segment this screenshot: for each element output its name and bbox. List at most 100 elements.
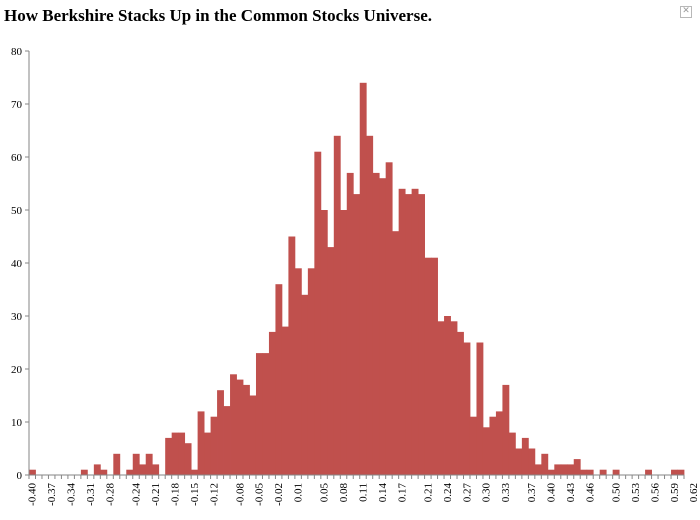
histogram-bar <box>191 469 199 475</box>
histogram-bar <box>502 384 510 475</box>
histogram-bar <box>243 384 250 475</box>
x-tick-label: -0.31 <box>85 483 97 506</box>
x-tick-label: -0.37 <box>46 483 58 506</box>
chart-title: How Berkshire Stacks Up in the Common St… <box>4 6 433 25</box>
close-icon[interactable]: ✕ <box>680 6 692 18</box>
histogram-bar <box>437 321 445 475</box>
histogram-bar <box>301 294 309 475</box>
y-tick-label: 30 <box>11 311 23 323</box>
histogram-bar <box>145 453 153 475</box>
histogram-bar <box>307 268 315 475</box>
histogram-bar <box>223 406 231 475</box>
histogram-bar <box>580 469 588 475</box>
x-tick-label: 0.59 <box>669 483 681 503</box>
histogram-bar <box>230 374 237 475</box>
histogram-bar <box>288 236 296 475</box>
x-tick-label: -0.18 <box>169 483 181 506</box>
histogram-bar <box>372 172 380 475</box>
histogram-bar <box>671 469 678 475</box>
x-tick-label: -0.02 <box>273 483 285 506</box>
histogram-bar <box>126 469 134 475</box>
histogram-bar <box>359 82 367 476</box>
x-tick-label: -0.24 <box>131 483 143 506</box>
histogram-bar <box>541 453 549 475</box>
x-tick-label: 0.33 <box>500 483 512 503</box>
y-tick-label: 40 <box>11 258 23 270</box>
histogram-bar <box>573 459 581 475</box>
histogram-bar <box>210 416 218 475</box>
y-tick-label: 70 <box>11 99 23 111</box>
histogram-bar <box>645 469 652 475</box>
histogram-bar <box>431 257 438 475</box>
histogram-bar <box>515 448 523 475</box>
x-tick-label: -0.28 <box>105 483 117 506</box>
histogram-bar <box>80 469 88 475</box>
histogram-bar <box>379 178 387 475</box>
y-tick-label: 0 <box>17 470 23 482</box>
histogram-bar <box>444 316 451 475</box>
histogram-bar <box>612 469 620 475</box>
x-tick-label: 0.53 <box>630 483 642 503</box>
x-tick-label: -0.05 <box>254 483 266 506</box>
histogram-bar <box>171 432 179 475</box>
histogram-bar <box>327 247 335 475</box>
histogram-bar <box>333 135 341 476</box>
histogram-bar <box>567 464 575 475</box>
x-tick-label: -0.34 <box>66 483 78 506</box>
histogram-bar <box>204 432 211 475</box>
histogram-bar <box>236 379 244 475</box>
histogram-bar <box>217 390 224 475</box>
histogram-bar <box>508 432 516 475</box>
histogram-bar <box>132 453 140 475</box>
histogram-bar <box>405 194 413 475</box>
x-tick-label: 0.17 <box>396 483 408 503</box>
histogram-bar <box>469 416 477 475</box>
histogram-bar <box>495 411 503 475</box>
histogram-bar <box>294 268 302 475</box>
x-tick-label: 0.43 <box>565 483 577 503</box>
histogram-bar <box>113 453 121 475</box>
histogram-bar <box>534 464 542 475</box>
histogram-bar <box>197 411 205 475</box>
y-tick-label: 10 <box>11 417 23 429</box>
histogram-bar <box>262 353 270 475</box>
histogram-bar <box>249 395 257 475</box>
x-tick-label: 0.27 <box>461 483 473 503</box>
histogram-bar <box>457 331 464 475</box>
x-tick-label: 0.40 <box>546 483 558 503</box>
x-tick-label: -0.08 <box>234 483 246 506</box>
x-tick-label: 0.30 <box>481 483 493 503</box>
histogram-bar <box>165 437 173 475</box>
x-tick-label: 0.05 <box>319 483 331 503</box>
histogram-bar <box>489 416 497 475</box>
x-tick-label: 0.56 <box>649 483 661 503</box>
x-tick-label: -0.21 <box>150 483 162 506</box>
histogram-bar <box>450 321 458 475</box>
histogram-bar <box>482 427 490 475</box>
histogram-bar <box>366 135 374 476</box>
x-tick-label: 0.50 <box>610 483 622 503</box>
x-tick-label: 0.46 <box>584 483 596 503</box>
histogram-bar <box>528 448 536 475</box>
histogram-bar <box>424 257 432 475</box>
histogram-bar <box>560 464 568 475</box>
x-tick-label: -0.40 <box>27 483 39 506</box>
histogram-bar <box>599 469 607 475</box>
histogram-bar <box>463 342 471 475</box>
histogram-bar <box>281 326 289 475</box>
y-tick-label: 50 <box>11 205 23 217</box>
x-tick-label: 0.14 <box>377 483 389 503</box>
histogram-bar <box>275 284 283 475</box>
x-tick-label: 0.37 <box>526 483 538 503</box>
x-tick-label: 0.21 <box>422 483 434 502</box>
y-tick-label: 80 <box>11 46 23 58</box>
x-tick-label: 0.24 <box>442 483 454 503</box>
histogram-bar <box>178 432 186 475</box>
histogram-bar <box>547 469 555 475</box>
histogram-bar <box>418 194 425 475</box>
histogram-bar <box>139 464 147 475</box>
histogram-bar <box>340 210 348 475</box>
histogram-bar <box>586 469 594 475</box>
histogram-bar <box>320 210 328 475</box>
